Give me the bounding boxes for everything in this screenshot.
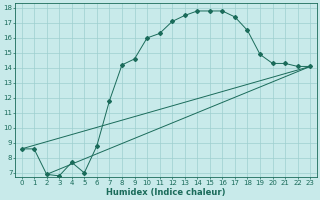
X-axis label: Humidex (Indice chaleur): Humidex (Indice chaleur) <box>106 188 226 197</box>
